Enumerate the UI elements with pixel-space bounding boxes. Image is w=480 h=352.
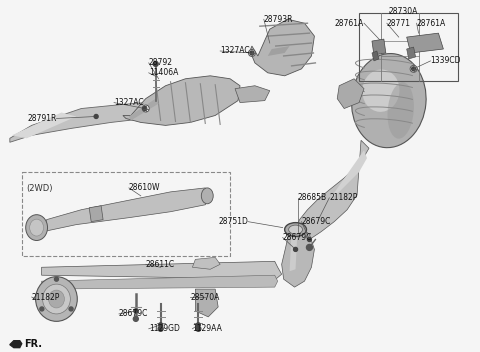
Polygon shape <box>192 257 220 269</box>
Circle shape <box>153 61 158 67</box>
Polygon shape <box>329 150 367 200</box>
Ellipse shape <box>351 54 426 147</box>
Ellipse shape <box>201 188 213 204</box>
Circle shape <box>294 247 298 251</box>
Text: 28761A: 28761A <box>417 19 446 28</box>
Polygon shape <box>337 79 364 108</box>
Polygon shape <box>42 261 282 279</box>
Polygon shape <box>44 188 210 232</box>
Polygon shape <box>289 230 298 271</box>
Polygon shape <box>195 289 218 317</box>
Text: FR.: FR. <box>24 339 42 348</box>
Polygon shape <box>372 51 379 61</box>
Text: 1327AC: 1327AC <box>114 98 144 107</box>
Circle shape <box>54 277 59 281</box>
Circle shape <box>308 238 312 241</box>
Circle shape <box>249 50 255 56</box>
Text: 21182P: 21182P <box>329 193 358 202</box>
Polygon shape <box>250 19 314 76</box>
Ellipse shape <box>362 69 399 112</box>
Text: 28730A: 28730A <box>389 7 418 16</box>
Text: 28792: 28792 <box>149 58 173 67</box>
Polygon shape <box>123 76 240 125</box>
Ellipse shape <box>30 219 44 236</box>
Polygon shape <box>10 99 191 142</box>
Circle shape <box>196 326 201 331</box>
Polygon shape <box>89 206 103 222</box>
Circle shape <box>134 309 138 313</box>
Polygon shape <box>282 228 314 287</box>
Ellipse shape <box>288 225 302 234</box>
Text: 1129GD: 1129GD <box>149 324 180 333</box>
Text: 28570A: 28570A <box>191 293 220 302</box>
Polygon shape <box>12 113 76 138</box>
Text: 28793R: 28793R <box>264 15 293 24</box>
Ellipse shape <box>36 277 77 321</box>
Ellipse shape <box>43 284 71 314</box>
Text: 28611C: 28611C <box>146 260 175 269</box>
Polygon shape <box>42 275 278 289</box>
Polygon shape <box>372 39 386 55</box>
Circle shape <box>159 323 163 327</box>
Text: 11406A: 11406A <box>149 68 178 77</box>
Circle shape <box>40 307 44 311</box>
Text: 28679C: 28679C <box>283 233 312 242</box>
Text: (2WD): (2WD) <box>27 184 53 193</box>
Polygon shape <box>407 47 416 59</box>
Text: 1339CD: 1339CD <box>431 56 461 65</box>
Text: 1129AA: 1129AA <box>192 324 222 333</box>
Circle shape <box>69 307 73 311</box>
Circle shape <box>142 105 149 112</box>
Ellipse shape <box>285 222 306 237</box>
Text: 28751D: 28751D <box>218 217 248 226</box>
Text: 28679C: 28679C <box>301 217 331 226</box>
Polygon shape <box>10 341 22 348</box>
Circle shape <box>412 67 416 71</box>
Circle shape <box>250 51 254 55</box>
Polygon shape <box>235 86 270 102</box>
Circle shape <box>133 316 138 321</box>
Bar <box>359 13 458 81</box>
Ellipse shape <box>26 215 48 240</box>
Polygon shape <box>268 46 289 56</box>
Text: 1327AC: 1327AC <box>220 46 250 56</box>
Text: 28761A: 28761A <box>335 19 364 28</box>
Bar <box>22 172 230 256</box>
Text: 28685B: 28685B <box>298 193 327 202</box>
Circle shape <box>410 65 417 72</box>
Circle shape <box>143 107 147 111</box>
Ellipse shape <box>48 290 64 308</box>
Ellipse shape <box>387 82 414 139</box>
Polygon shape <box>129 99 159 120</box>
Polygon shape <box>407 33 444 53</box>
Text: 21182P: 21182P <box>32 293 60 302</box>
Text: 28791R: 28791R <box>27 114 57 123</box>
Text: 28610W: 28610W <box>129 183 160 193</box>
Circle shape <box>94 114 98 119</box>
Circle shape <box>158 326 163 331</box>
Text: 28679C: 28679C <box>119 309 148 319</box>
Circle shape <box>306 244 312 250</box>
Circle shape <box>196 323 200 327</box>
Text: 28771: 28771 <box>387 19 411 28</box>
Polygon shape <box>296 140 369 239</box>
